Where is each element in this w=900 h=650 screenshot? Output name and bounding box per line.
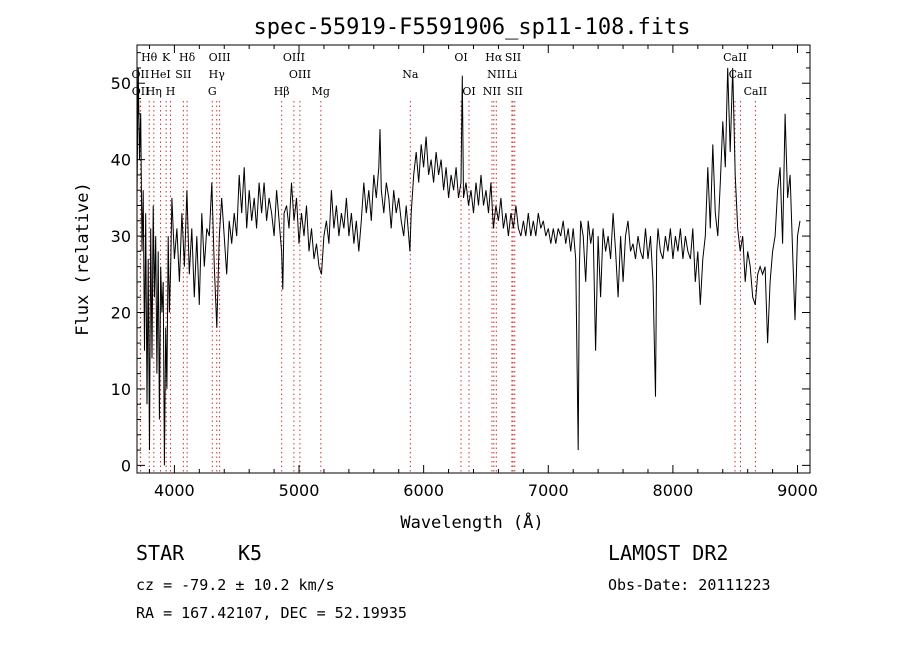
y-tick-label: 30 [111,227,131,246]
x-tick-label: 7000 [528,481,569,500]
marker-label: Hβ [274,85,290,98]
x-tick-label: 9000 [777,481,818,500]
marker-label: CaII [723,51,747,64]
x-axis-ticks: 4000 5000 6000 7000 8000 9000 [148,45,818,500]
marker-label: CaII [729,68,753,81]
marker-label: Hα [485,51,503,64]
marker-label: Hδ [179,51,196,64]
marker-label: K [162,51,171,64]
marker-label: OIII [209,51,231,64]
y-tick-label: 40 [111,151,131,170]
y-axis-ticks: 0 10 20 30 40 50 [111,52,810,475]
marker-label: G [208,85,217,98]
x-tick-label: 6000 [403,481,444,500]
marker-label: NII [483,85,501,98]
object-class: STAR [136,541,185,565]
subclass: K5 [238,541,263,565]
chart-title: spec-55919-F5591906_sp11-108.fits [253,15,690,40]
redshift-value: cz = -79.2 ± 10.2 km/s [136,576,335,594]
marker-label: H [166,85,176,98]
marker-label: CaII [744,85,768,98]
y-axis-label: Flux (relative) [73,182,93,336]
marker-label: OI [462,85,475,98]
obs-date: Obs-Date: 20111223 [608,576,771,594]
coordinates: RA = 167.42107, DEC = 52.19935 [136,604,407,622]
marker-label: SII [505,51,521,64]
marker-label: SII [507,85,523,98]
marker-label: Mg [312,85,330,98]
marker-label: OIII [283,51,305,64]
line-marker-lines [139,101,756,473]
marker-label: OI [454,51,467,64]
y-tick-label: 10 [111,380,131,399]
marker-label: OII [132,85,150,98]
marker-label: Hη [146,85,162,98]
x-tick-label: 4000 [154,481,195,500]
marker-label: Li [506,68,517,81]
plot-frame [136,44,811,474]
marker-label: Hθ [141,51,158,64]
y-tick-label: 0 [121,456,131,475]
marker-label: HeI [150,68,170,81]
x-tick-label: 5000 [279,481,320,500]
spectrum-series-line [136,67,801,466]
marker-label: Hγ [209,68,226,81]
marker-label: SII [175,68,191,81]
x-tick-label: 8000 [653,481,694,500]
marker-label: OIII [289,68,311,81]
y-tick-label: 50 [111,74,131,93]
marker-label: NII [487,68,505,81]
survey-name: LAMOST DR2 [608,541,729,565]
marker-label: OII [132,68,150,81]
x-axis-label: Wavelength (Å) [400,511,543,533]
marker-label: Na [402,68,419,81]
y-tick-label: 20 [111,304,131,323]
